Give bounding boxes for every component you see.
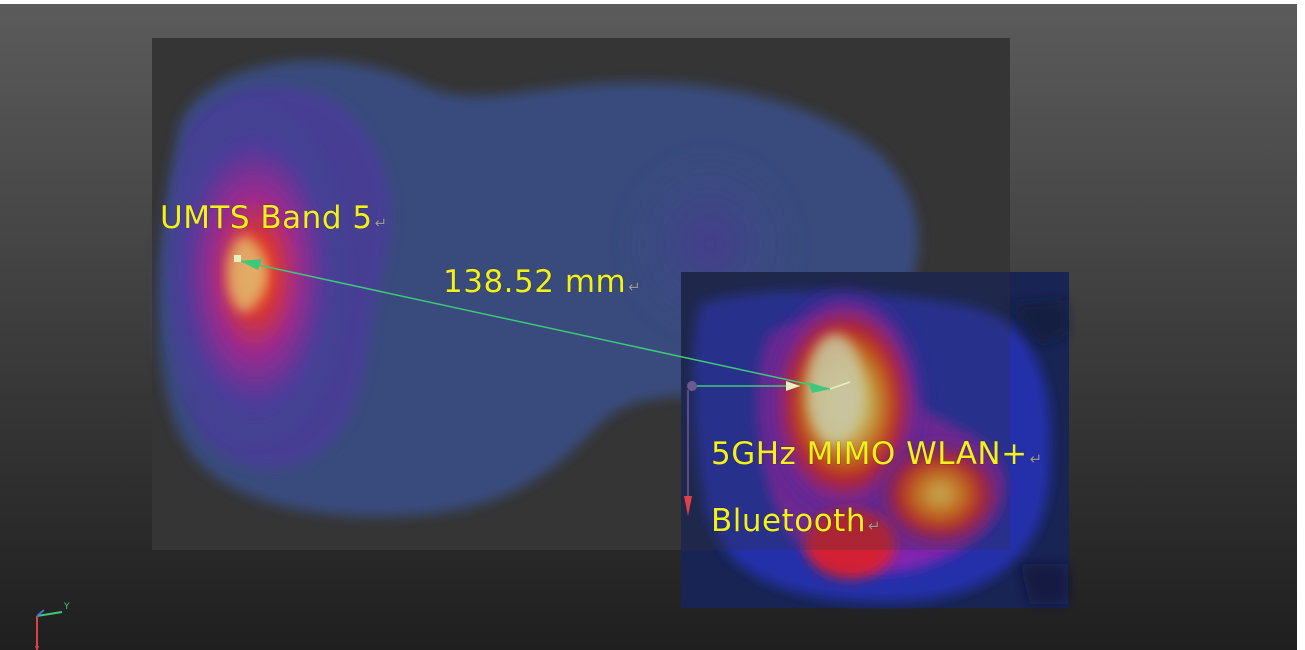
gizmo-z-axis: [36, 609, 45, 617]
3d-viewport[interactable]: UMTS Band 5 ↵ 138.52 mm ↵ 5GHz MIMO WLAN+ ↵…: [0, 4, 1297, 650]
wlan-label-line1: 5GHz MIMO WLAN+ ↵: [711, 436, 1043, 472]
orientation-gizmo: [35, 609, 63, 650]
measure-arrow-end: [808, 382, 830, 393]
wlan-label-text: 5GHz MIMO WLAN+: [711, 436, 1028, 472]
umts-band-5-label: UMTS Band 5 ↵: [160, 200, 388, 236]
wlan-axis-y-arrow: [684, 496, 692, 516]
wlan-axis-x-arrow: [786, 381, 800, 391]
paragraph-mark-icon: ↵: [628, 278, 642, 296]
umts-peak-marker: [234, 255, 241, 262]
paragraph-mark-icon: ↵: [374, 214, 388, 232]
bluetooth-label-text: Bluetooth: [711, 503, 866, 539]
gizmo-y-axis: [36, 611, 63, 617]
distance-text: 138.52 mm: [443, 264, 627, 300]
wlan-origin: [687, 381, 697, 391]
sar-field-scene: [0, 4, 1297, 650]
wlan-label-line2: Bluetooth ↵: [711, 503, 881, 539]
distance-measure-line: [239, 260, 831, 390]
wlan-peak: [807, 334, 863, 444]
distance-label: 138.52 mm ↵: [443, 264, 641, 300]
plane-overlap: [681, 272, 1010, 550]
bluetooth-hotspot: [870, 434, 1010, 554]
paragraph-mark-icon: ↵: [868, 517, 882, 535]
wlan-lower-lobe: [805, 509, 895, 579]
gizmo-y-label: Y: [64, 602, 70, 612]
measure-arrow-start: [240, 259, 262, 270]
umts-peak: [227, 236, 263, 312]
umts-band-5-text: UMTS Band 5: [160, 200, 373, 236]
paragraph-mark-icon: ↵: [1029, 450, 1043, 468]
